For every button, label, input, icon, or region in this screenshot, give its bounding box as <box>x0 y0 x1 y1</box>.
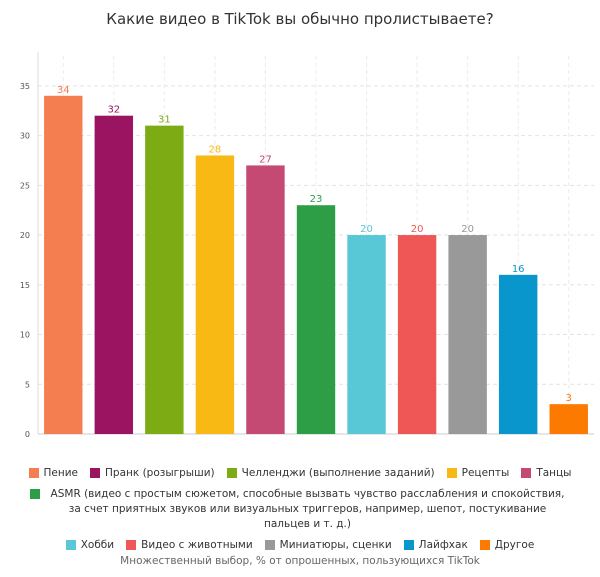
bar[interactable] <box>94 115 134 435</box>
bar-value-label: 32 <box>107 105 120 116</box>
legend-item-singing[interactable]: Пение <box>28 466 79 481</box>
bar-value-label: 31 <box>158 115 171 126</box>
legend-label-singing: Пение <box>43 467 79 479</box>
legend-label-challenges: Челленджи (выполнение заданий) <box>241 467 435 479</box>
legend-label-sketches: Миниатюры, сценки <box>279 539 392 551</box>
bar-chart: 0 5 10 15 20 25 30 35 34 32 31 28 27 23 20 20 20 16 3 <box>20 52 594 439</box>
legend-row-1: Пение Пранк (розыгрыши) Челленджи (выпол… <box>20 466 580 481</box>
legend-swatch-asmr <box>30 489 40 499</box>
bar-value-label: 27 <box>259 154 272 165</box>
y-tick-label: 25 <box>20 181 30 190</box>
y-axis: 0 5 10 15 20 25 30 35 <box>20 52 39 439</box>
bar[interactable] <box>44 95 83 434</box>
bar[interactable] <box>145 125 184 434</box>
legend-label-dances: Танцы <box>536 467 572 479</box>
legend-label-recipes: Рецепты <box>461 467 510 479</box>
bar[interactable] <box>397 235 437 434</box>
legend-label-prank: Пранк (розыгрыши) <box>105 467 215 479</box>
y-tick-label: 30 <box>20 132 30 141</box>
legend-item-recipes[interactable]: Рецепты <box>446 466 510 481</box>
legend-item-challenges[interactable]: Челленджи (выполнение заданий) <box>226 466 435 481</box>
legend-swatch-prank <box>90 468 101 478</box>
bar[interactable] <box>448 235 487 434</box>
legend-label-lifehack: Лайфхак <box>418 539 468 551</box>
bar-value-label: 20 <box>461 224 474 235</box>
bar[interactable] <box>549 404 588 434</box>
legend-label-other: Другое <box>494 539 535 551</box>
bar-value-label: 34 <box>57 85 70 96</box>
y-tick-label: 15 <box>20 281 30 290</box>
bar-value-label: 16 <box>512 264 525 275</box>
bar[interactable] <box>498 274 538 434</box>
y-tick-label: 0 <box>25 430 30 439</box>
legend: Пение Пранк (розыгрыши) Челленджи (выпол… <box>20 466 580 559</box>
legend-label-asmr: ASMR (видео с простым сюжетом, способные… <box>50 488 565 530</box>
legend-label-hobby: Хобби <box>80 539 115 551</box>
chart-title: Какие видео в TikTok вы обычно пролистыв… <box>106 10 494 28</box>
legend-item-dances[interactable]: Танцы <box>521 466 571 481</box>
legend-swatch-recipes <box>446 468 457 478</box>
bar-value-label: 28 <box>209 144 222 155</box>
legend-item-asmr[interactable]: ASMR (видео с простым сюжетом, способные… <box>30 487 570 532</box>
y-tick-label: 20 <box>20 231 30 240</box>
legend-swatch-animals <box>126 540 137 550</box>
legend-item-hobby[interactable]: Хобби <box>65 538 115 553</box>
legend-row-3: Хобби Видео с животными Миниатюры, сценк… <box>20 538 580 553</box>
bar[interactable] <box>347 235 386 434</box>
bar[interactable] <box>296 205 336 434</box>
legend-item-prank[interactable]: Пранк (розыгрыши) <box>90 466 215 481</box>
bar-value-label: 3 <box>566 393 572 404</box>
y-tick-label: 5 <box>25 380 30 389</box>
y-tick-label: 10 <box>20 331 30 340</box>
legend-label-animals: Видео с животными <box>141 539 253 551</box>
legend-item-other[interactable]: Другое <box>479 538 535 553</box>
bars <box>44 95 588 435</box>
bar[interactable] <box>246 165 285 434</box>
bar-value-label: 23 <box>310 194 323 205</box>
legend-item-lifehack[interactable]: Лайфхак <box>403 538 468 553</box>
legend-swatch-hobby <box>65 540 76 550</box>
bar-value-label: 20 <box>360 224 373 235</box>
legend-swatch-challenges <box>226 468 237 478</box>
legend-item-animals[interactable]: Видео с животными <box>126 538 253 553</box>
legend-swatch-other <box>479 540 490 550</box>
legend-swatch-dances <box>521 468 532 478</box>
bar-value-label: 20 <box>411 224 424 235</box>
legend-item-sketches[interactable]: Миниатюры, сценки <box>264 538 392 553</box>
legend-swatch-singing <box>28 468 39 478</box>
legend-row-2: ASMR (видео с простым сюжетом, способные… <box>20 487 580 532</box>
bar[interactable] <box>195 155 235 434</box>
y-tick-label: 35 <box>20 82 30 91</box>
legend-swatch-sketches <box>264 540 275 550</box>
data-labels: 34 32 31 28 27 23 20 20 20 16 3 <box>57 85 572 404</box>
chart-footnote: Множественный выбор, % от опрошенных, по… <box>120 555 480 567</box>
legend-swatch-lifehack <box>403 540 414 550</box>
